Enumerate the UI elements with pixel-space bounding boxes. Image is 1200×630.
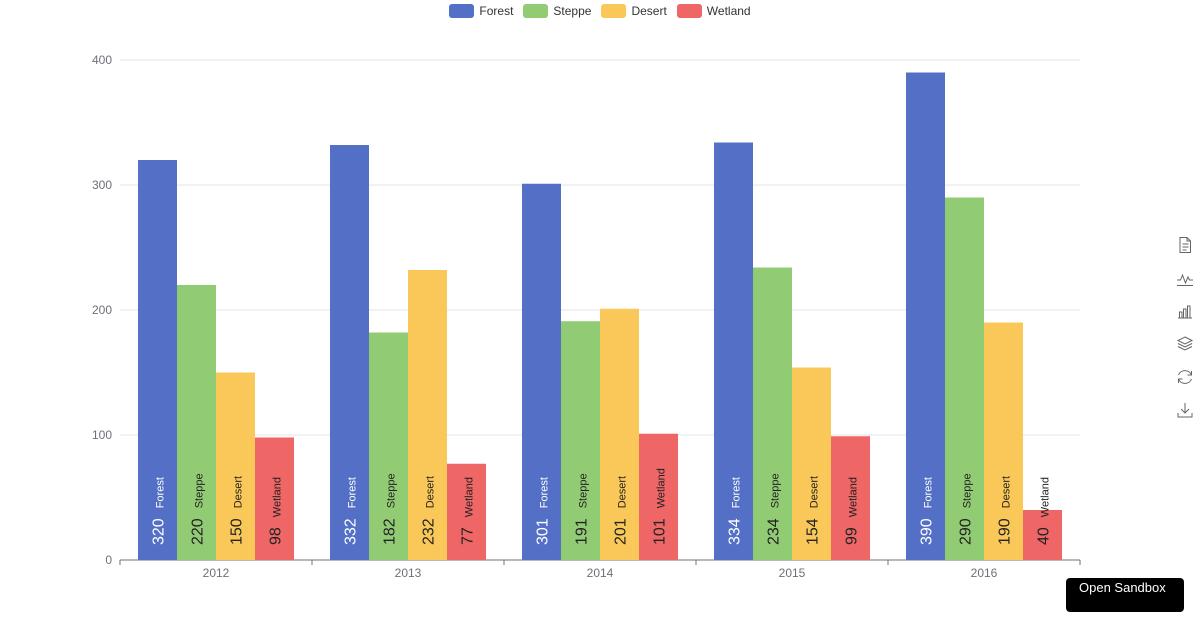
legend-swatch: [601, 4, 627, 18]
download-icon[interactable]: [1176, 401, 1194, 419]
bar-forest: [138, 160, 177, 560]
bar-data-label: 390Forest: [919, 477, 936, 545]
x-tick-label: 2012: [203, 566, 230, 580]
bar-data-label: 334Forest: [727, 477, 744, 545]
bar-desert: [600, 308, 639, 560]
legend-swatch: [676, 4, 702, 18]
bar-data-label: 40Wetland: [1036, 477, 1053, 545]
bar-forest: [330, 145, 369, 560]
y-tick-label: 100: [92, 428, 112, 442]
bar-data-label: 98Wetland: [268, 477, 285, 545]
bar-steppe: [177, 285, 216, 560]
data-view-icon[interactable]: [1176, 236, 1194, 254]
bar-data-label: 320Forest: [151, 477, 168, 545]
bar-data-label: 220Steppe: [190, 473, 207, 545]
y-tick-label: 200: [92, 303, 112, 317]
bar-data-label: 182Steppe: [382, 473, 399, 545]
bar-data-label: 234Steppe: [766, 473, 783, 545]
bar-chart-icon[interactable]: [1176, 302, 1194, 320]
toolbox: [1176, 236, 1194, 434]
legend: Forest Steppe Desert Wetland: [0, 4, 1200, 18]
legend-item-wetland[interactable]: Wetland: [676, 4, 751, 18]
y-tick-label: 0: [105, 553, 112, 567]
bar-data-label: 301Forest: [535, 477, 552, 545]
bar-wetland: [447, 463, 486, 560]
bar-wetland: [639, 433, 678, 560]
bar-data-label: 99Wetland: [844, 477, 861, 545]
bar-forest: [522, 183, 561, 560]
bar-steppe: [369, 332, 408, 560]
bar-data-label: 332Forest: [343, 477, 360, 545]
legend-item-forest[interactable]: Forest: [449, 4, 513, 18]
x-tick-label: 2015: [779, 566, 806, 580]
y-tick-label: 400: [92, 53, 112, 67]
bar-desert: [216, 372, 255, 560]
legend-swatch: [449, 4, 475, 18]
bar-data-label: 101Wetland: [652, 468, 669, 545]
x-tick-label: 2014: [587, 566, 614, 580]
legend-label: Steppe: [553, 4, 592, 18]
legend-item-desert[interactable]: Desert: [601, 4, 667, 18]
y-tick-label: 300: [92, 178, 112, 192]
bar-wetland: [255, 437, 294, 560]
x-tick-label: 2016: [971, 566, 998, 580]
bar-desert: [984, 322, 1023, 560]
bar-data-label: 191Steppe: [574, 473, 591, 545]
legend-label: Desert: [631, 4, 667, 18]
bar-data-label: 77Wetland: [460, 477, 477, 545]
bar-wetland: [1023, 510, 1062, 560]
legend-swatch: [523, 4, 549, 18]
line-chart-icon[interactable]: [1176, 269, 1194, 287]
bar-data-label: 201Desert: [613, 476, 630, 545]
bar-data-label: 190Desert: [997, 476, 1014, 545]
legend-item-steppe[interactable]: Steppe: [523, 4, 591, 18]
open-sandbox-button[interactable]: Open Sandbox: [1066, 578, 1184, 612]
bar-forest: [906, 72, 945, 560]
x-tick-label: 2013: [395, 566, 422, 580]
bar-steppe: [753, 267, 792, 560]
legend-label: Wetland: [706, 4, 751, 18]
bar-steppe: [945, 197, 984, 560]
bar-forest: [714, 142, 753, 560]
bar-data-label: 154Desert: [805, 476, 822, 545]
bar-desert: [792, 367, 831, 560]
stack-icon[interactable]: [1176, 335, 1194, 353]
legend-label: Forest: [479, 4, 514, 18]
bar-data-label: 290Steppe: [958, 473, 975, 545]
bar-steppe: [561, 321, 600, 560]
restore-icon[interactable]: [1176, 368, 1194, 386]
bar-wetland: [831, 436, 870, 560]
bar-desert: [408, 270, 447, 560]
bar-data-label: 150Desert: [229, 476, 246, 545]
bar-data-label: 232Desert: [421, 476, 438, 545]
